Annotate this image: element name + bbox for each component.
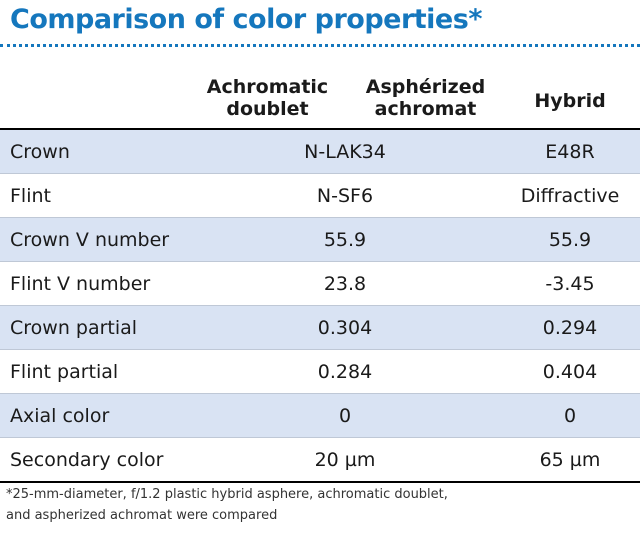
row-value-hybrid: Diffractive: [520, 185, 620, 207]
table-row: Axial color 0 0: [0, 394, 640, 438]
table-row: Crown partial 0.304 0.294: [0, 306, 640, 350]
row-value-doublet-achromat: N-SF6: [316, 185, 374, 207]
row-value-hybrid: 65 µm: [539, 449, 601, 471]
row-label: Crown V number: [10, 229, 170, 251]
footnote-line-2: and aspherized achromat were compared: [6, 508, 278, 523]
row-value-hybrid: 0: [563, 405, 577, 427]
table-row: Crown V number 55.9 55.9: [0, 218, 640, 262]
column-header-achromatic-doublet: Achromatic doublet: [206, 76, 329, 120]
row-value-doublet-achromat: 20 µm: [314, 449, 376, 471]
row-value-hybrid: -3.45: [545, 273, 595, 295]
row-value-doublet-achromat: 0.284: [317, 361, 373, 383]
title-dotted-rule: [0, 44, 640, 47]
table-row: Flint V number 23.8 -3.45: [0, 262, 640, 306]
footnote: *25-mm-diameter, f/1.2 plastic hybrid as…: [6, 484, 626, 526]
row-label: Crown partial: [10, 317, 138, 339]
row-value-doublet-achromat: N-LAK34: [304, 141, 386, 163]
row-value-doublet-achromat: 0: [338, 405, 352, 427]
row-value-hybrid: E48R: [545, 141, 595, 163]
table-row: Flint partial 0.284 0.404: [0, 350, 640, 394]
footnote-line-1: *25-mm-diameter, f/1.2 plastic hybrid as…: [6, 487, 448, 502]
page-title: Comparison of color properties*: [10, 4, 482, 35]
row-value-hybrid: 0.294: [542, 317, 598, 339]
row-value-doublet-achromat: 55.9: [323, 229, 367, 251]
row-label: Flint V number: [10, 273, 151, 295]
row-value-hybrid: 55.9: [548, 229, 592, 251]
column-header-aspherized-achromat: Asphérized achromat: [365, 76, 486, 120]
row-value-doublet-achromat: 23.8: [323, 273, 367, 295]
table-row: Flint N-SF6 Diffractive: [0, 174, 640, 218]
row-label: Crown: [10, 141, 70, 163]
row-label: Axial color: [10, 405, 110, 427]
row-value-hybrid: 0.404: [542, 361, 598, 383]
row-value-doublet-achromat: 0.304: [317, 317, 373, 339]
row-label: Secondary color: [10, 449, 164, 471]
table-row: Crown N-LAK34 E48R: [0, 130, 640, 174]
table-header: Achromatic doublet Asphérized achromat H…: [0, 66, 640, 130]
row-label: Flint: [10, 185, 51, 207]
column-header-hybrid: Hybrid: [534, 90, 606, 112]
table-row: Secondary color 20 µm 65 µm: [0, 438, 640, 483]
table-body: Crown N-LAK34 E48R Flint N-SF6 Diffracti…: [0, 130, 640, 483]
row-label: Flint partial: [10, 361, 119, 383]
